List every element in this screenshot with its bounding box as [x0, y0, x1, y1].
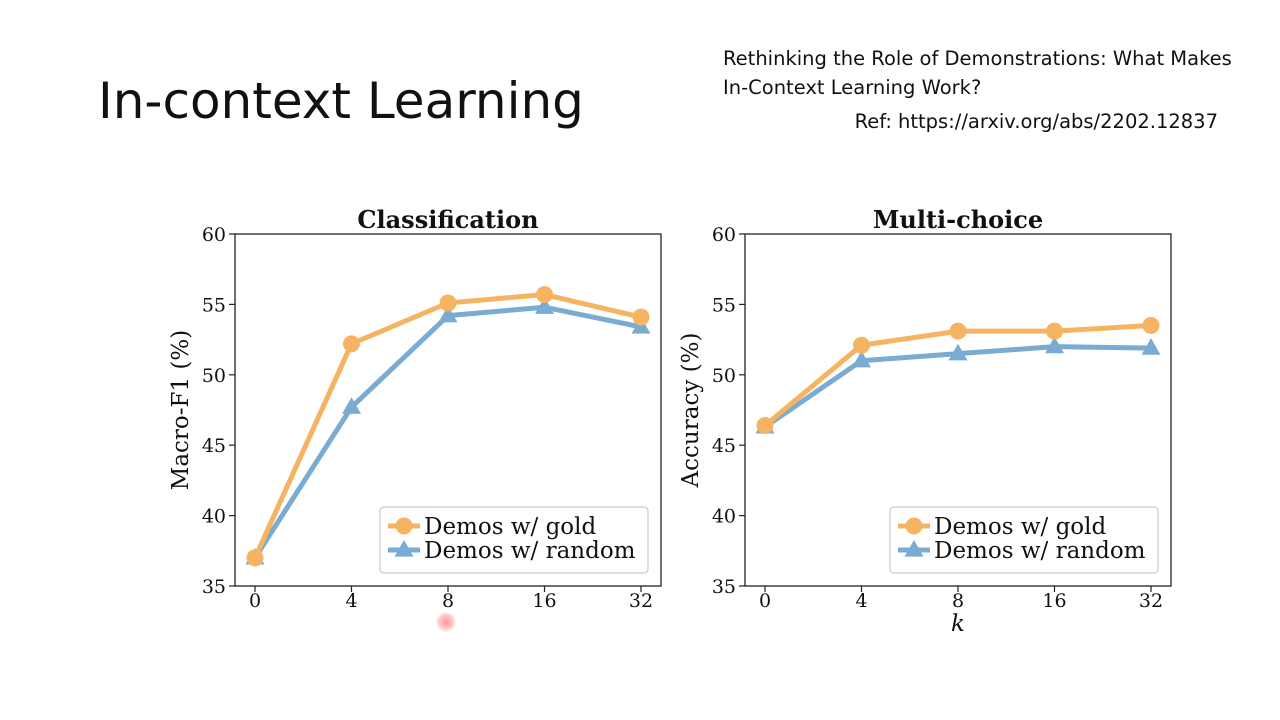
legend-marker-triangle — [394, 540, 414, 557]
legend-box — [889, 506, 1159, 574]
y-tick-label: 40 — [712, 506, 736, 528]
data-point-gold — [1046, 322, 1063, 340]
x-tick-label: 4 — [345, 590, 357, 612]
chart-title: Classification — [357, 205, 538, 234]
y-tick-label: 45 — [202, 435, 226, 457]
legend-marker-circle — [905, 517, 923, 535]
chart-1: Multi-choice 35 40 45 50 55 60 0 4 8 16 32 Accuracy … — [678, 205, 1172, 637]
y-tick-label: 40 — [202, 506, 226, 528]
legend-marker-triangle — [904, 540, 924, 557]
data-point-random — [852, 350, 871, 368]
data-point-random — [1045, 336, 1064, 354]
x-tick-label: 32 — [629, 590, 653, 612]
data-point-random — [438, 305, 458, 323]
data-point-gold — [246, 549, 264, 567]
data-point-gold — [536, 286, 553, 304]
reference-url[interactable]: https://arxiv.org/abs/2202.12837 — [898, 110, 1218, 133]
chart-0: Classification 35 40 45 50 55 60 0 4 8 16 32 Macro-F… — [168, 205, 662, 612]
legend-marker-circle — [395, 517, 413, 535]
y-tick-label: 55 — [712, 294, 736, 316]
data-point-gold — [632, 308, 650, 326]
mouse-cursor-highlight — [436, 612, 456, 632]
x-axis-label: k — [951, 611, 965, 637]
data-point-gold — [949, 322, 967, 340]
data-point-gold — [756, 416, 774, 434]
reference-prefix: Ref: — [854, 110, 892, 133]
slide-title: In-context Learning — [98, 72, 584, 130]
chart-title: Multi-choice — [873, 205, 1043, 234]
x-tick-label: 8 — [442, 590, 454, 612]
y-tick-label: 45 — [712, 435, 736, 457]
data-point-random — [535, 297, 554, 314]
series-line-gold — [762, 323, 1154, 428]
y-tick-label: 35 — [712, 576, 736, 598]
x-tick-label: 0 — [249, 590, 261, 612]
data-point-random — [342, 397, 361, 414]
x-tick-label: 4 — [855, 590, 867, 612]
data-point-gold — [343, 335, 360, 353]
y-tick-label: 50 — [712, 365, 736, 387]
y-tick-label: 50 — [202, 365, 226, 387]
legend-label: Demos w/ random — [934, 538, 1146, 564]
x-tick-label: 0 — [759, 590, 771, 612]
data-point-random — [948, 343, 968, 361]
y-tick-label: 60 — [712, 224, 736, 246]
y-tick-label: 60 — [202, 224, 226, 246]
y-tick-label: 35 — [202, 576, 226, 598]
y-tick-label: 55 — [202, 294, 226, 316]
data-point-gold — [1142, 317, 1160, 335]
x-tick-label: 16 — [1042, 590, 1066, 612]
x-tick-label: 16 — [532, 590, 556, 612]
y-axis-label: Accuracy (%) — [678, 333, 704, 489]
legend-label: Demos w/ gold — [424, 514, 596, 540]
data-point-random — [1141, 338, 1161, 355]
data-point-gold — [853, 336, 870, 354]
legend-label: Demos w/ random — [424, 538, 636, 564]
legend-box — [379, 506, 649, 574]
reference-paper-title: Rethinking the Role of Demonstrations: W… — [723, 47, 1232, 99]
x-tick-label: 32 — [1139, 590, 1163, 612]
legend-label: Demos w/ gold — [934, 514, 1106, 540]
data-point-gold — [439, 294, 457, 312]
x-tick-label: 8 — [952, 590, 964, 612]
reference-link: Ref: https://arxiv.org/abs/2202.12837 — [855, 110, 1218, 133]
y-axis-label: Macro-F1 (%) — [168, 330, 194, 490]
